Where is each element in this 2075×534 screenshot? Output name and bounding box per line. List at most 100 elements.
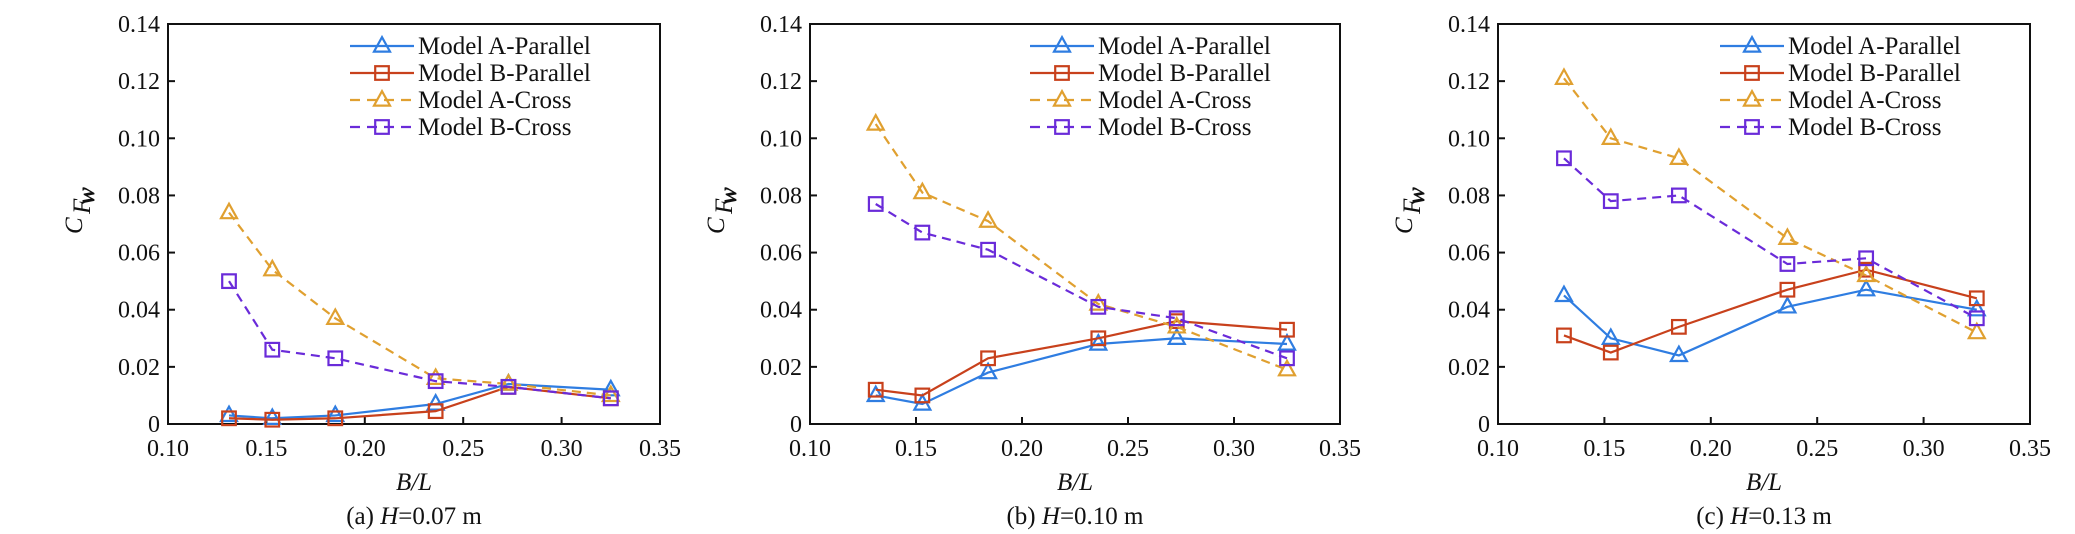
data-point xyxy=(1968,310,1985,327)
data-point xyxy=(914,224,931,241)
data-point xyxy=(1779,281,1796,298)
data-point xyxy=(264,411,281,428)
data-point xyxy=(1090,298,1107,315)
legend-label: Model A-Cross xyxy=(1788,87,1941,114)
plot-frame xyxy=(167,23,661,425)
y-axis-title-subsub: w xyxy=(73,187,100,204)
legend-label: Model B-Parallel xyxy=(1098,60,1271,87)
legend-label: Model B-Cross xyxy=(1788,114,1941,141)
y-axis-title-sub: F xyxy=(69,198,96,215)
data-point xyxy=(865,384,886,403)
x-tick-label: 0.30 xyxy=(541,436,583,462)
data-point xyxy=(1556,150,1572,167)
data-point xyxy=(865,112,886,131)
caption-variable: H xyxy=(1729,503,1750,530)
caption-value: =0.10 m xyxy=(1060,503,1144,530)
data-point xyxy=(1670,318,1687,335)
caption-value: =0.13 m xyxy=(1748,503,1832,530)
series-line xyxy=(875,337,1288,406)
data-point xyxy=(867,196,884,212)
series-model-a-cross xyxy=(219,201,621,403)
data-point xyxy=(1556,327,1572,344)
x-tick-label: 0.20 xyxy=(1690,436,1732,462)
caption-prefix: (a) xyxy=(346,503,380,530)
y-tick-label: 0.06 xyxy=(760,241,802,267)
series-model-b-cross xyxy=(1556,150,1985,327)
data-point xyxy=(1279,350,1295,367)
data-point xyxy=(327,410,344,427)
data-point xyxy=(1777,295,1798,314)
data-point xyxy=(600,384,621,403)
y-axis-title: CFw xyxy=(61,187,100,234)
y-tick-label: 0 xyxy=(1478,412,1490,438)
series-line xyxy=(1563,157,1978,320)
y-axis-title-main: C xyxy=(1391,217,1418,234)
y-tick-label: 0 xyxy=(790,412,802,438)
series-model-b-cross xyxy=(221,273,619,407)
data-point xyxy=(425,367,446,385)
legend-marker xyxy=(374,65,390,81)
legend-marker xyxy=(372,88,392,107)
y-tick-label: 0.06 xyxy=(1448,241,1490,267)
panel-caption: (a) H=0.07 m xyxy=(346,503,482,530)
data-point xyxy=(1168,310,1185,327)
caption-prefix: (b) xyxy=(1006,503,1041,530)
y-axis-title-main: C xyxy=(61,217,88,234)
data-point xyxy=(1968,290,1985,307)
legend-marker xyxy=(1052,88,1072,107)
data-point xyxy=(1856,264,1877,283)
legend-marker xyxy=(1742,34,1762,53)
data-point xyxy=(1277,358,1297,377)
data-point xyxy=(600,378,621,397)
legend-label: Model A-Parallel xyxy=(1788,33,1961,60)
legend-label: Model B-Cross xyxy=(418,114,571,141)
x-tick-label: 0.30 xyxy=(1903,436,1945,462)
data-point xyxy=(912,181,933,200)
data-point xyxy=(978,361,998,380)
y-tick-label: 0.10 xyxy=(760,126,802,152)
data-point xyxy=(262,407,283,425)
data-point xyxy=(1966,298,1987,317)
data-point xyxy=(425,392,446,411)
series-line xyxy=(1563,77,1978,334)
legend-label: Model B-Cross xyxy=(1098,114,1251,141)
y-axis-title: CFw xyxy=(1391,187,1430,234)
y-tick-label: 0 xyxy=(148,412,160,438)
data-point xyxy=(980,350,996,367)
plot-frame xyxy=(809,23,1341,425)
legend-marker xyxy=(1744,65,1760,81)
x-tick-label: 0.35 xyxy=(639,436,681,462)
legend-marker xyxy=(372,34,392,53)
x-tick-label: 0.20 xyxy=(1001,436,1043,462)
chart-panel-c: 0 0.02 0.04 0.06 0.08 0.10 0.12 0.14 0.10 0.15 0.2… xyxy=(1391,12,2051,530)
data-point xyxy=(602,390,619,407)
data-point xyxy=(1088,332,1109,351)
data-point xyxy=(221,410,237,427)
data-point xyxy=(500,378,517,395)
y-tick-label: 0.08 xyxy=(760,183,802,209)
data-point xyxy=(1669,344,1689,363)
caption-value: =0.07 m xyxy=(398,503,482,530)
data-point xyxy=(1279,321,1295,338)
legend-label: Model B-Parallel xyxy=(1788,60,1961,87)
x-tick-label: 0.10 xyxy=(1477,436,1519,462)
data-point xyxy=(980,241,996,258)
data-point xyxy=(1600,127,1621,145)
series-line xyxy=(875,203,1288,360)
data-point xyxy=(498,372,519,391)
data-point xyxy=(1554,284,1574,303)
x-tick-label: 0.25 xyxy=(1107,436,1149,462)
y-axis-title-subsub: w xyxy=(715,187,742,204)
y-tick-label: 0.04 xyxy=(118,298,160,324)
legend-label: Model A-Parallel xyxy=(1098,33,1271,60)
series-line xyxy=(1563,268,1978,354)
data-point xyxy=(264,341,281,358)
x-tick-label: 0.25 xyxy=(1796,436,1838,462)
x-tick-label: 0.25 xyxy=(442,436,484,462)
data-point xyxy=(1088,292,1109,311)
data-point xyxy=(1277,332,1297,351)
data-point xyxy=(1966,321,1987,340)
x-axis-title: B/L xyxy=(1746,469,1782,496)
